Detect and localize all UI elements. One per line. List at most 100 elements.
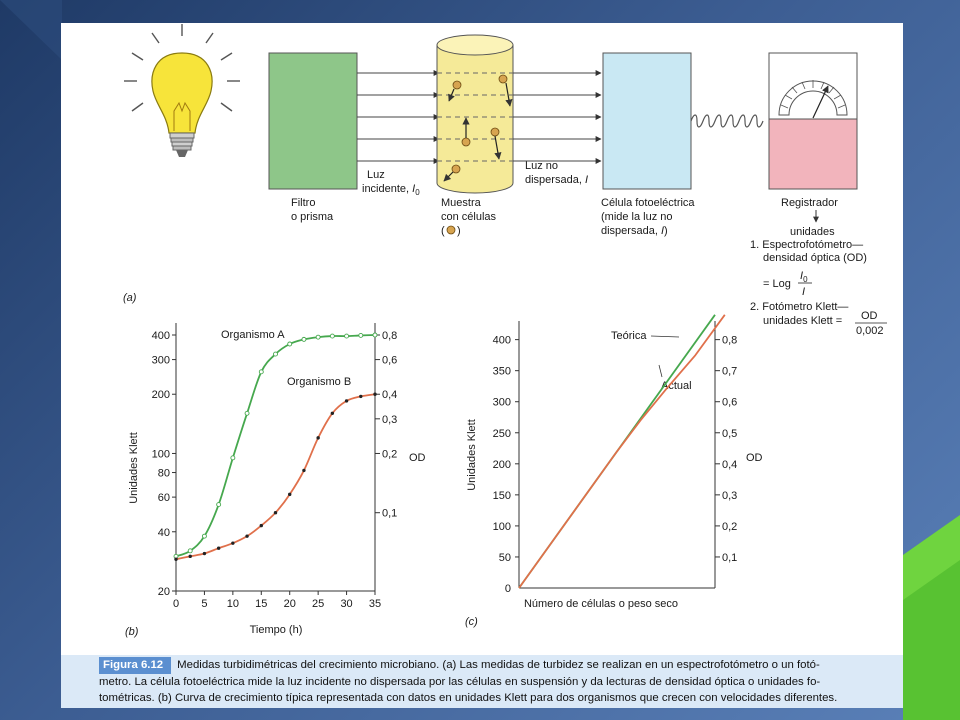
incident-label-2: incidente, I0 xyxy=(362,183,420,197)
chart-b-y-tick-label: 80 xyxy=(158,468,170,480)
chart-c-y2-tick-label: 0,2 xyxy=(722,521,737,533)
chart-b-x-tick-label: 15 xyxy=(255,598,267,610)
item1-den: I xyxy=(802,286,805,298)
chart-b-x-tick-label: 0 xyxy=(173,598,179,610)
figure-page: Filtro o prisma Luz incidente, I0 Muestr… xyxy=(61,23,903,708)
incident-label-1: Luz xyxy=(367,169,385,181)
chart-b-series-1-point xyxy=(202,551,207,556)
chart-c-y-tick-label: 50 xyxy=(499,552,511,564)
chart-c-y2-tick-label: 0,5 xyxy=(722,428,737,440)
filter-label-2: o prisma xyxy=(291,211,334,223)
chart-b-series-1-point xyxy=(188,554,192,559)
chart-b-y2-tick-label: 0,3 xyxy=(382,414,397,426)
incident-light-label: Luz incidente, I0 xyxy=(362,169,420,197)
figure-caption: Figura 6.12 Medidas turbidimétricas del c… xyxy=(61,655,903,708)
cell-dot-icon xyxy=(446,225,456,235)
chart-c-y-tick-label: 200 xyxy=(493,459,511,471)
chart-b-series-1-point xyxy=(216,546,221,550)
chart-c-y2-tick-label: 0,8 xyxy=(722,335,737,347)
chart-c-y2label: OD xyxy=(746,452,763,464)
cell-label-1: Célula fotoeléctrica xyxy=(601,197,695,209)
chart-b-series-1-point xyxy=(288,492,292,497)
sample-cylinder xyxy=(436,34,514,194)
undispersed-label-2: dispersada, I xyxy=(525,174,588,186)
cell-label-3: dispersada, I) xyxy=(601,225,668,237)
caption-line-1: Medidas turbidimétricas del crecimiento … xyxy=(177,659,820,671)
chart-b-y2-tick-label: 0,2 xyxy=(382,448,397,460)
chart-b-series-0-line xyxy=(175,334,376,558)
chart-b-x-tick-label: 5 xyxy=(201,598,207,610)
chart-b-series-0-point xyxy=(273,351,278,357)
chart-b-series-b-label: Organismo B xyxy=(287,376,351,388)
chart-c-y-tick-label: 400 xyxy=(493,335,511,347)
chart-b-ylabel: Unidades Klett xyxy=(128,432,140,504)
chart-c-y2-tick-label: 0,3 xyxy=(722,490,737,502)
figure-svg: Filtro o prisma Luz incidente, I0 Muestr… xyxy=(123,24,887,638)
caption-line-2: metro. La célula fotoeléctrica mide la l… xyxy=(99,675,821,688)
chart-c-y-tick-label: 100 xyxy=(493,521,511,533)
sample-label-3-close: ) xyxy=(457,225,461,237)
chart-b-series-1-point xyxy=(373,392,377,396)
chart-b-series-0-point xyxy=(329,333,335,339)
item1-line1: 1. Espectrofotómetro— xyxy=(750,239,863,251)
chart-b-series-a-label: Organismo A xyxy=(221,329,285,341)
growth-curve-chart: Unidades Klett OD Tiempo (h) Organismo A… xyxy=(125,323,426,638)
chart-b-series-1-point xyxy=(330,411,335,416)
chart-c-y-tick-label: 0 xyxy=(505,583,511,595)
chart-b-y2label: OD xyxy=(409,452,426,464)
chart-b-series-0-point xyxy=(372,332,378,338)
chart-b-y-tick-label: 300 xyxy=(152,355,170,367)
chart-b-series-0-point xyxy=(216,502,222,508)
chart-b-series-1-point xyxy=(359,394,363,399)
chart-b-series-1-point xyxy=(231,541,235,545)
sample-label-2: con células xyxy=(441,211,497,223)
filter-prism-box xyxy=(268,52,358,190)
chart-c-y2-tick-label: 0,6 xyxy=(722,397,737,409)
chart-c-y2-tick-label: 0,7 xyxy=(722,366,737,378)
undispersed-beam-lines xyxy=(513,70,602,164)
chart-b-series-0-point xyxy=(344,333,350,339)
chart-b-y2-tick-label: 0,8 xyxy=(382,330,397,342)
chart-b-series-1-point xyxy=(245,534,249,538)
green-accent-highlight xyxy=(903,515,960,600)
caption-line-3: tométricas. (b) Curva de crecimiento típ… xyxy=(99,692,838,704)
chart-b-y-tick-label: 400 xyxy=(152,330,170,342)
panel-label-b: (b) xyxy=(125,626,139,638)
item2-num: OD xyxy=(861,310,878,322)
filter-label: Filtro o prisma xyxy=(291,197,334,223)
chart-b-y2-tick-label: 0,4 xyxy=(382,389,397,401)
chart-c-series-1-line xyxy=(518,314,726,589)
chart-c-y2-tick-label: 0,1 xyxy=(722,552,737,564)
chart-b-y-tick-label: 40 xyxy=(158,527,170,539)
chart-b-series-0-point xyxy=(301,336,307,342)
photocell-label: Célula fotoeléctrica (mide la luz no dis… xyxy=(601,197,695,237)
calibration-chart: Unidades Klett OD Número de células o pe… xyxy=(465,314,763,628)
chart-b-series-0-point xyxy=(287,341,293,347)
panel-label-a: (a) xyxy=(123,292,137,304)
chart-b-x-tick-label: 10 xyxy=(227,598,239,610)
chart-b-series-0-point xyxy=(315,334,321,340)
chart-b-series-1-point xyxy=(174,557,178,561)
units-label: unidades xyxy=(790,226,835,238)
chart-b-series-1-point xyxy=(316,436,320,440)
light-beam-lines xyxy=(357,70,440,164)
item1-num: I0 xyxy=(800,270,808,284)
chart-b-series-0-point xyxy=(258,369,264,375)
chart-b-xlabel: Tiempo (h) xyxy=(250,624,303,636)
sample-label-1: Muestra xyxy=(441,197,482,209)
figure-label-badge: Figura 6.12 xyxy=(99,657,172,674)
chart-c-series-actual-label: Actual xyxy=(661,380,692,392)
lightbulb-icon xyxy=(124,24,240,157)
chart-b-x-tick-label: 20 xyxy=(284,598,296,610)
item2-den: 0,002 xyxy=(856,325,884,337)
chart-b-series-1-point xyxy=(273,510,278,515)
chart-b-y-tick-label: 100 xyxy=(152,448,170,460)
chart-b-y-tick-label: 200 xyxy=(152,389,170,401)
chart-b-series-0-point xyxy=(201,533,207,539)
chart-b-y-tick-label: 60 xyxy=(158,492,170,504)
chart-c-y-tick-label: 150 xyxy=(493,490,511,502)
photoelectric-cell-box xyxy=(602,52,692,190)
sample-label: Muestra con células ( ) xyxy=(441,197,497,237)
chart-c-y-tick-label: 350 xyxy=(493,366,511,378)
chart-c-y-tick-label: 300 xyxy=(493,397,511,409)
